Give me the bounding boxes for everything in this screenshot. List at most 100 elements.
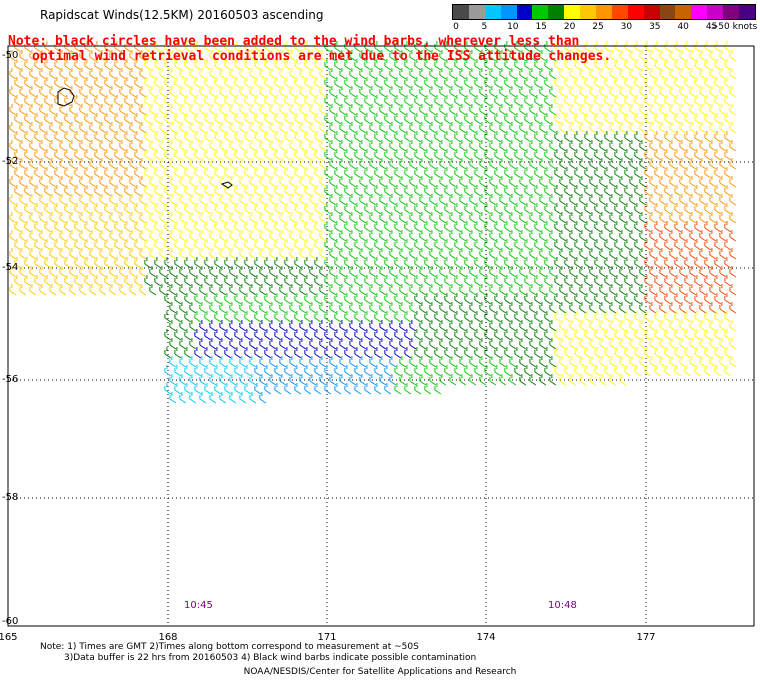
wind-barb [324,59,332,71]
wind-barb [414,95,422,107]
legend-swatch [643,5,660,19]
wind-barb [484,59,492,71]
wind-barb [149,122,157,134]
wind-barb [199,140,207,152]
wind-barb [214,113,222,125]
wind-barb [114,77,122,89]
wind-barb [484,95,492,107]
wind-barb [524,95,532,107]
wind-barb [344,131,352,143]
wind-barb [74,131,82,143]
wind-barb [209,86,217,98]
wind-barb [79,140,87,152]
wind-barb [419,104,427,116]
wind-barb [704,131,712,143]
wind-barb [709,86,717,98]
bottom-notes: Note: 1) Times are GMT 2)Times along bot… [40,642,476,664]
wind-barb [559,68,567,80]
wind-barb [519,50,527,62]
wind-barb [624,59,632,71]
wind-barb [689,122,697,134]
wind-barb [9,104,17,116]
wind-barb [29,122,37,134]
wind-barb [24,95,32,107]
legend-swatch [548,5,565,19]
wind-barb [204,59,212,71]
wind-barb [129,140,137,152]
wind-barb [299,104,307,116]
wind-barb [14,77,22,89]
wind-barb [559,86,567,98]
wind-barb [304,59,312,71]
wind-barb [659,50,667,62]
wind-barb [189,122,197,134]
wind-barb [89,140,97,152]
wind-barb [94,59,102,71]
wind-barb [294,95,302,107]
wind-barb [164,77,172,89]
wind-barb [329,86,337,98]
wind-barb [559,122,567,134]
legend-swatch [707,5,724,19]
wind-barb [169,104,177,116]
wind-barb [39,122,47,134]
wind-barb [19,104,27,116]
wind-barb [324,131,332,143]
wind-barb [529,68,537,80]
wind-barb [399,140,407,152]
wind-barb [444,59,452,71]
wind-barb [229,68,237,80]
wind-barb [679,104,687,116]
wind-barb [609,50,617,62]
wind-barb [529,122,537,134]
wind-barb [589,104,597,116]
wind-barb [629,68,637,80]
wind-barb [539,86,547,98]
wind-barb [254,59,262,71]
wind-barb [424,77,432,89]
wind-barb [704,77,712,89]
wind-barb [724,77,732,89]
wind-barb [479,86,487,98]
legend-label: 30 [620,22,633,32]
wind-barb [689,86,697,98]
wind-barb [529,86,537,98]
wind-barb [109,104,117,116]
wind-barb [289,86,297,98]
wind-barb [94,131,102,143]
wind-barb [134,95,142,107]
wind-barb [239,68,247,80]
wind-barb [374,59,382,71]
wind-barb [499,122,507,134]
wind-barb [509,122,517,134]
wind-barb [289,122,297,134]
wind-barb [414,77,422,89]
wind-barb [459,50,467,62]
wind-barb [79,86,87,98]
wind-barb [434,77,442,89]
wind-barb [364,59,372,71]
wind-barb [459,122,467,134]
wind-barb [564,77,572,89]
wind-barb [49,68,57,80]
wind-barb [509,68,517,80]
wind-barb [489,68,497,80]
wind-barb [389,104,397,116]
wind-barb [434,59,442,71]
wind-barb [394,59,402,71]
wind-barb [664,95,672,107]
wind-barb [194,113,202,125]
wind-barb [589,68,597,80]
wind-barb [569,50,577,62]
wind-barb [44,59,52,71]
red-note-line-2: optimal wind retrieval conditions are me… [32,49,612,64]
wind-barb [234,59,242,71]
wind-barb [219,86,227,98]
wind-barb [259,50,267,62]
wind-barb [299,86,307,98]
wind-barb [664,77,672,89]
wind-barb [279,122,287,134]
wind-barb [489,104,497,116]
legend-label: 0 [453,22,459,32]
wind-barb [399,86,407,98]
